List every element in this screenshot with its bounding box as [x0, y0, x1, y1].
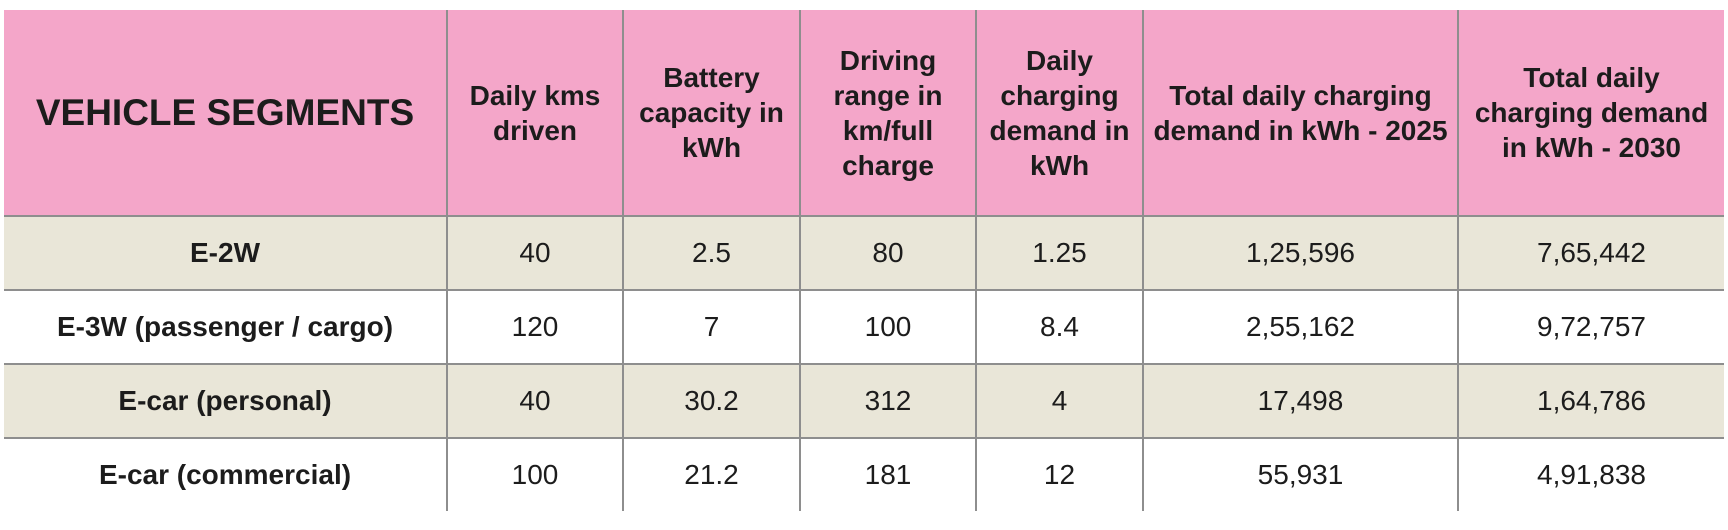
header-row: VEHICLE SEGMENTS Daily kms driven Batter…: [4, 10, 1724, 217]
table-row: E-car (commercial) 100 21.2 181 12 55,93…: [4, 438, 1724, 511]
table-cell: 181: [799, 438, 976, 511]
table-cell: 80: [799, 216, 976, 291]
table-row: E-2W 40 2.5 80 1.25 1,25,596 7,65,442: [4, 216, 1724, 291]
table-cell: 100: [799, 290, 976, 365]
header-daily-charging-demand: Daily charging demand in kWh: [975, 10, 1143, 217]
table-cell: 40: [446, 216, 623, 291]
segment-cell: E-2W: [4, 216, 447, 291]
table-cell: 7,65,442: [1457, 216, 1724, 291]
table-cell: 312: [799, 364, 976, 439]
table-cell: 2.5: [622, 216, 800, 291]
segment-cell: E-car (commercial): [4, 438, 447, 511]
table-cell: 21.2: [622, 438, 800, 511]
table-cell: 1,64,786: [1457, 364, 1724, 439]
table-cell: 12: [975, 438, 1143, 511]
table-cell: 7: [622, 290, 800, 365]
table-cell: 55,931: [1142, 438, 1458, 511]
table-cell: 17,498: [1142, 364, 1458, 439]
table-cell: 8.4: [975, 290, 1143, 365]
table-cell: 2,55,162: [1142, 290, 1458, 365]
table-cell: 100: [446, 438, 623, 511]
table-container: VEHICLE SEGMENTS Daily kms driven Batter…: [4, 10, 1724, 511]
table-row: E-car (personal) 40 30.2 312 4 17,498 1,…: [4, 364, 1724, 439]
table-cell: 1.25: [975, 216, 1143, 291]
charging-demand-table: VEHICLE SEGMENTS Daily kms driven Batter…: [4, 10, 1724, 511]
table-cell: 30.2: [622, 364, 800, 439]
table-row: E-3W (passenger / cargo) 120 7 100 8.4 2…: [4, 290, 1724, 365]
header-battery-capacity: Battery capacity in kWh: [622, 10, 800, 217]
header-driving-range: Driving range in km/full charge: [799, 10, 976, 217]
table-cell: 1,25,596: [1142, 216, 1458, 291]
segment-cell: E-3W (passenger / cargo): [4, 290, 447, 365]
header-vehicle-segments: VEHICLE SEGMENTS: [4, 10, 447, 217]
table-cell: 40: [446, 364, 623, 439]
table-cell: 120: [446, 290, 623, 365]
table-cell: 9,72,757: [1457, 290, 1724, 365]
header-daily-kms: Daily kms driven: [446, 10, 623, 217]
segment-cell: E-car (personal): [4, 364, 447, 439]
table-cell: 4: [975, 364, 1143, 439]
table-cell: 4,91,838: [1457, 438, 1724, 511]
header-total-demand-2025: Total daily charging demand in kWh - 202…: [1142, 10, 1458, 217]
header-total-demand-2030: Total daily charging demand in kWh - 203…: [1457, 10, 1724, 217]
